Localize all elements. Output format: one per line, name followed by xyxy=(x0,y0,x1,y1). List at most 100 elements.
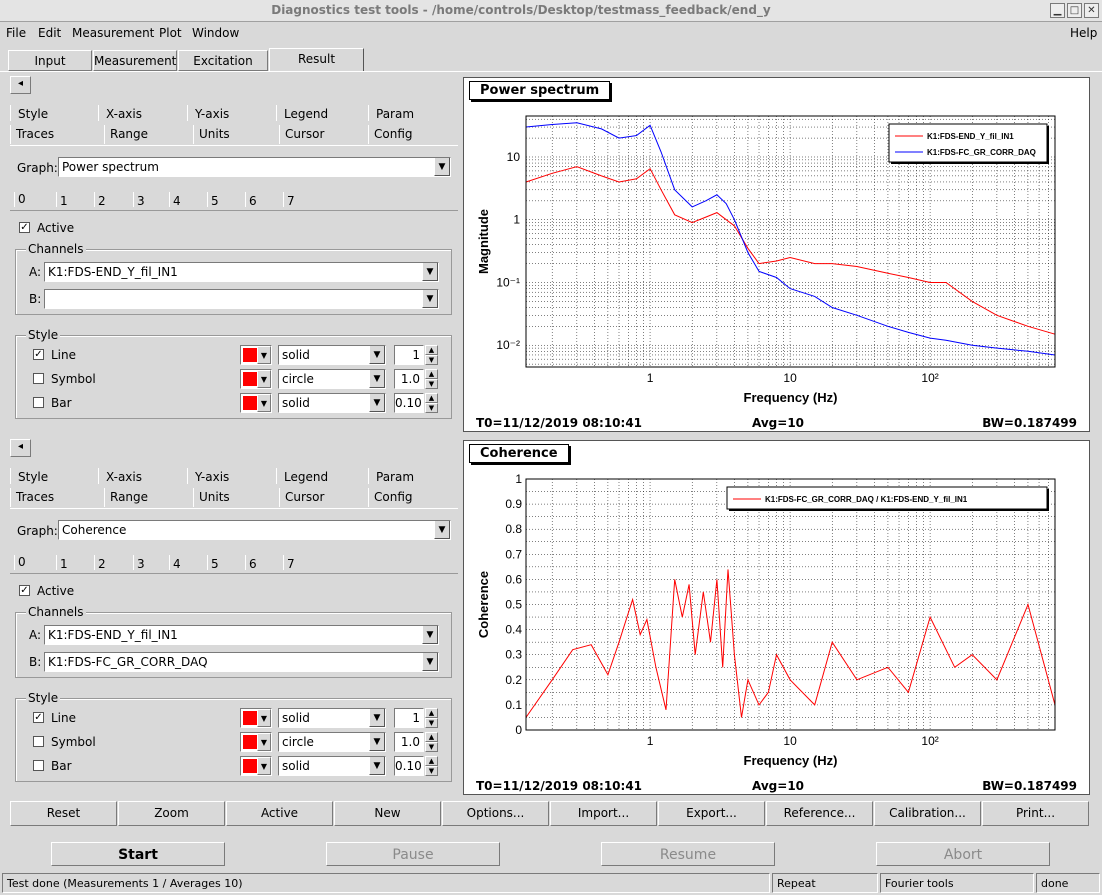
tab-y-axis[interactable]: Y-axis xyxy=(195,107,230,121)
size-stepper[interactable]: 1 ▲ ▼ xyxy=(394,345,438,365)
tab-x-axis[interactable]: X-axis xyxy=(106,107,142,121)
maximize-button[interactable]: □ xyxy=(1067,3,1082,18)
chevron-down-icon[interactable]: ▼ xyxy=(369,346,385,364)
chevron-down-icon[interactable]: ▼ xyxy=(434,521,450,539)
button-print[interactable]: Print... xyxy=(982,801,1089,826)
chevron-down-icon[interactable]: ▼ xyxy=(422,653,438,671)
color-swatch[interactable]: ▼ xyxy=(240,732,272,752)
tab-traces[interactable]: Traces xyxy=(16,490,55,504)
tab-units[interactable]: Units xyxy=(199,127,230,141)
active-checkbox[interactable]: ✓ xyxy=(19,585,30,596)
chevron-down-icon[interactable]: ▼ xyxy=(257,370,271,388)
collapse-button[interactable]: ◂ xyxy=(10,76,31,94)
chevron-down-icon[interactable]: ▼ xyxy=(257,733,271,751)
channel-b-select[interactable]: ▼ xyxy=(44,289,439,309)
style-type-select[interactable]: solid ▼ xyxy=(278,708,386,728)
button-abort[interactable]: Abort xyxy=(876,842,1050,866)
stepper-up-icon[interactable]: ▲ xyxy=(425,732,438,742)
chevron-down-icon[interactable]: ▼ xyxy=(369,370,385,388)
style-bar-checkbox[interactable] xyxy=(33,760,44,771)
style-line-checkbox[interactable]: ✓ xyxy=(33,349,44,360)
stepper-up-icon[interactable]: ▲ xyxy=(425,345,438,355)
size-stepper[interactable]: 0.10 ▲ ▼ xyxy=(394,393,438,413)
tab-config[interactable]: Config xyxy=(374,490,413,504)
stepper-up-icon[interactable]: ▲ xyxy=(425,756,438,766)
trace-tab-6[interactable]: 6 xyxy=(249,194,257,208)
tab-style[interactable]: Style xyxy=(18,107,49,121)
menu-window[interactable]: Window xyxy=(192,26,240,40)
chevron-down-icon[interactable]: ▼ xyxy=(369,709,385,727)
tab-excitation[interactable]: Excitation xyxy=(178,50,268,71)
stepper-down-icon[interactable]: ▼ xyxy=(425,355,438,365)
trace-tab-2[interactable]: 2 xyxy=(98,194,106,208)
collapse-button[interactable]: ◂ xyxy=(10,439,31,457)
color-swatch[interactable]: ▼ xyxy=(240,756,272,776)
trace-tab-1[interactable]: 1 xyxy=(60,557,68,571)
stepper-down-icon[interactable]: ▼ xyxy=(425,766,438,776)
stepper-down-icon[interactable]: ▼ xyxy=(425,718,438,728)
chevron-down-icon[interactable]: ▼ xyxy=(422,263,438,281)
power-spectrum-plot[interactable]: 1 10 10² 10⁻² 10⁻¹ 1 10 Frequency (Hz) Magnitude… xyxy=(463,77,1090,432)
button-new[interactable]: New xyxy=(334,801,441,826)
stepper-down-icon[interactable]: ▼ xyxy=(425,379,438,389)
tab-result[interactable]: Result xyxy=(269,48,364,72)
stepper-up-icon[interactable]: ▲ xyxy=(425,369,438,379)
tab-range[interactable]: Range xyxy=(110,127,149,141)
trace-tab-3[interactable]: 3 xyxy=(137,194,145,208)
style-bar-checkbox[interactable] xyxy=(33,397,44,408)
style-type-select[interactable]: solid ▼ xyxy=(278,345,386,365)
tab-traces[interactable]: Traces xyxy=(16,127,55,141)
button-import[interactable]: Import... xyxy=(550,801,657,826)
size-stepper[interactable]: 1.0 ▲ ▼ xyxy=(394,369,438,389)
trace-tab-7[interactable]: 7 xyxy=(287,557,295,571)
trace-tab-6[interactable]: 6 xyxy=(249,557,257,571)
minimize-button[interactable]: ▁ xyxy=(1050,3,1065,18)
trace-tab-3[interactable]: 3 xyxy=(137,557,145,571)
chevron-down-icon[interactable]: ▼ xyxy=(257,394,271,412)
tab-style[interactable]: Style xyxy=(18,470,49,484)
button-options[interactable]: Options... xyxy=(442,801,549,826)
tab-legend[interactable]: Legend xyxy=(284,107,329,121)
chevron-down-icon[interactable]: ▼ xyxy=(257,346,271,364)
trace-tab-4[interactable]: 4 xyxy=(173,557,181,571)
style-type-select[interactable]: circle ▼ xyxy=(278,732,386,752)
menu-help[interactable]: Help xyxy=(1070,26,1098,40)
button-active[interactable]: Active xyxy=(226,801,333,826)
color-swatch[interactable]: ▼ xyxy=(240,708,272,728)
graph-select[interactable]: Power spectrum ▼ xyxy=(58,157,451,177)
chevron-down-icon[interactable]: ▼ xyxy=(369,394,385,412)
close-button[interactable]: ✕ xyxy=(1084,3,1099,18)
channel-a-select[interactable]: K1:FDS-END_Y_fil_IN1 ▼ xyxy=(44,262,439,282)
tab-measurement[interactable]: Measurement xyxy=(93,50,177,71)
tab-units[interactable]: Units xyxy=(199,490,230,504)
trace-tab-7[interactable]: 7 xyxy=(287,194,295,208)
color-swatch[interactable]: ▼ xyxy=(240,345,272,365)
button-calibration[interactable]: Calibration... xyxy=(874,801,981,826)
trace-tab-5[interactable]: 5 xyxy=(211,194,219,208)
tab-x-axis[interactable]: X-axis xyxy=(106,470,142,484)
tab-param[interactable]: Param xyxy=(376,470,415,484)
chevron-down-icon[interactable]: ▼ xyxy=(369,733,385,751)
graph-select[interactable]: Coherence ▼ xyxy=(58,520,451,540)
style-symbol-checkbox[interactable] xyxy=(33,373,44,384)
tab-input[interactable]: Input xyxy=(8,50,92,71)
trace-tab-2[interactable]: 2 xyxy=(98,557,106,571)
button-export[interactable]: Export... xyxy=(658,801,765,826)
trace-tab-0[interactable]: 0 xyxy=(18,555,26,569)
tab-y-axis[interactable]: Y-axis xyxy=(195,470,230,484)
stepper-up-icon[interactable]: ▲ xyxy=(425,708,438,718)
stepper-down-icon[interactable]: ▼ xyxy=(425,742,438,752)
menu-edit[interactable]: Edit xyxy=(38,26,62,40)
button-zoom[interactable]: Zoom xyxy=(118,801,225,826)
size-stepper[interactable]: 1 ▲ ▼ xyxy=(394,708,438,728)
chevron-down-icon[interactable]: ▼ xyxy=(257,709,271,727)
size-stepper[interactable]: 1.0 ▲ ▼ xyxy=(394,732,438,752)
style-symbol-checkbox[interactable] xyxy=(33,736,44,747)
style-type-select[interactable]: circle ▼ xyxy=(278,369,386,389)
chevron-down-icon[interactable]: ▼ xyxy=(434,158,450,176)
tab-cursor[interactable]: Cursor xyxy=(285,490,325,504)
color-swatch[interactable]: ▼ xyxy=(240,369,272,389)
button-pause[interactable]: Pause xyxy=(326,842,500,866)
chevron-down-icon[interactable]: ▼ xyxy=(369,757,385,775)
channel-b-select[interactable]: K1:FDS-FC_GR_CORR_DAQ ▼ xyxy=(44,652,439,672)
